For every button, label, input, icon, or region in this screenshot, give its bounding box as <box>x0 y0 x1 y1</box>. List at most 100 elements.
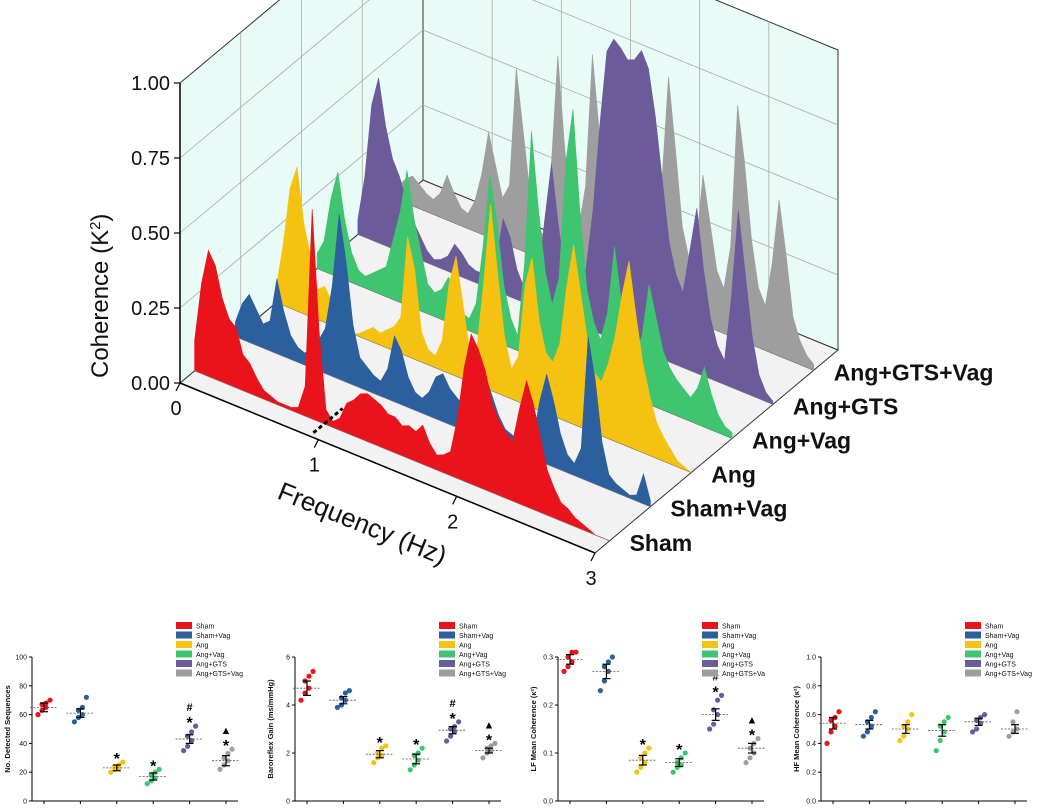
data-point <box>156 766 162 772</box>
y-tick-label: 0.2 <box>806 770 816 777</box>
legend-swatch-ang-gts <box>702 660 718 667</box>
group-ang <box>628 745 657 775</box>
dashed-marker <box>312 407 344 434</box>
data-point <box>565 654 571 660</box>
significance-mark: * <box>676 742 683 759</box>
data-point <box>569 649 575 655</box>
significance-mark: # <box>187 702 193 714</box>
data-point <box>108 769 114 775</box>
legend-label-ang-gts-vag: Ang+GTS+Vag <box>196 671 243 678</box>
data-point <box>905 719 911 725</box>
data-point <box>144 781 150 787</box>
data-point <box>185 743 191 749</box>
legend-label-sham-vag: Sham+Vag <box>459 633 493 640</box>
data-point <box>601 664 607 670</box>
legend-label-ang: Ang <box>722 643 735 650</box>
group-ang-gts <box>438 719 467 744</box>
group-sham-vag <box>592 654 621 694</box>
data-point <box>824 740 830 746</box>
legend-label-ang-gts: Ang+GTS <box>196 662 227 669</box>
data-point <box>646 745 652 751</box>
y-tick-label: 40 <box>19 741 27 748</box>
data-point <box>868 714 874 721</box>
x-tick <box>452 496 458 505</box>
y-axis-title: HF Mean Coherence (κ²) <box>792 686 801 772</box>
x-axis-line <box>179 382 596 554</box>
data-point <box>828 717 834 723</box>
legend-label-ang-gts-vag: Ang+GTS+Vag <box>985 671 1032 678</box>
legend-label-ang-vag: Ang+Vag <box>196 652 225 659</box>
legend-label-sham: Sham <box>985 624 1003 631</box>
y-axis-title: LF Mean Coherence (κ²) <box>529 686 538 772</box>
legend-swatch-ang-vag <box>176 650 192 658</box>
legend-swatch-ang-gts-vag <box>439 669 455 677</box>
data-point <box>832 723 838 729</box>
data-point <box>605 668 611 674</box>
legend-swatch-ang-vag <box>439 650 455 658</box>
data-point <box>642 760 648 766</box>
group-ang-vag <box>139 766 168 787</box>
series-label-ang-gts: Ang+GTS <box>793 393 898 419</box>
ridge-sham-vag <box>235 214 651 508</box>
data-point <box>480 755 486 761</box>
significance-mark: * <box>186 715 193 732</box>
group-ang-gts-vag <box>738 736 766 766</box>
legend-swatch-ang <box>702 641 718 648</box>
data-point <box>1006 733 1012 739</box>
legend-label-sham: Sham <box>196 624 214 631</box>
data-point <box>561 668 567 674</box>
y-axis-title: Coherence (K2) <box>87 214 115 378</box>
legend-swatch-ang-vag <box>702 650 718 658</box>
data-point <box>189 729 195 735</box>
y-tick-label: 0.8 <box>806 683 816 690</box>
significance-mark: * <box>413 737 420 754</box>
data-point <box>492 740 498 746</box>
ridge-baseline <box>194 370 610 542</box>
significance-mark: ▲ <box>484 719 495 731</box>
legend-swatch-sham <box>439 622 455 629</box>
data-point <box>407 767 413 773</box>
data-point <box>743 760 749 766</box>
plot-box <box>174 0 839 562</box>
data-point <box>342 690 348 696</box>
y-tick-label: 0.00 <box>131 373 170 395</box>
legend-label-ang-vag: Ang+Vag <box>459 652 488 659</box>
y-tick-label: 2 <box>286 751 290 758</box>
data-point <box>974 726 980 732</box>
data-point <box>47 697 53 703</box>
significance-mark: * <box>449 711 456 728</box>
data-point <box>306 673 312 679</box>
data-point <box>346 688 352 694</box>
y-axis-title-main: Coherence (K <box>87 230 114 378</box>
data-point <box>221 755 227 761</box>
legend-label-sham: Sham <box>459 624 477 631</box>
data-point <box>565 664 571 670</box>
data-point <box>864 729 870 735</box>
data-point <box>634 769 640 775</box>
data-point <box>638 755 644 761</box>
series-label-sham-vag: Sham+Vag <box>670 496 787 522</box>
data-point <box>860 733 866 739</box>
group-ang-gts-vag <box>475 740 503 761</box>
lf-coherence-panel: 0.00.10.20.3LF Mean Coherence (κ²) * *#*▲*… <box>529 622 766 806</box>
data-point <box>638 764 644 770</box>
data-point <box>181 748 187 754</box>
data-point <box>35 712 41 718</box>
legend-swatch-sham <box>965 622 981 629</box>
data-point <box>828 729 834 735</box>
y-tick-label: 0.0 <box>806 799 816 806</box>
significance-mark: * <box>749 728 756 745</box>
legend-label-ang-gts: Ang+GTS <box>985 662 1016 669</box>
y-tick-label: 0 <box>286 799 290 806</box>
data-point <box>941 719 947 725</box>
legend-label-sham-vag: Sham+Vag <box>196 633 230 640</box>
group-sham-vag <box>855 709 884 739</box>
legend-swatch-sham-vag <box>965 631 981 639</box>
y-tick-label: 60 <box>19 712 27 719</box>
group-ang-gts <box>964 712 993 735</box>
data-point <box>1010 719 1016 725</box>
y-tick-label: 0.0 <box>543 799 553 806</box>
data-point <box>371 760 377 766</box>
data-point <box>419 745 425 751</box>
data-point <box>569 659 575 665</box>
